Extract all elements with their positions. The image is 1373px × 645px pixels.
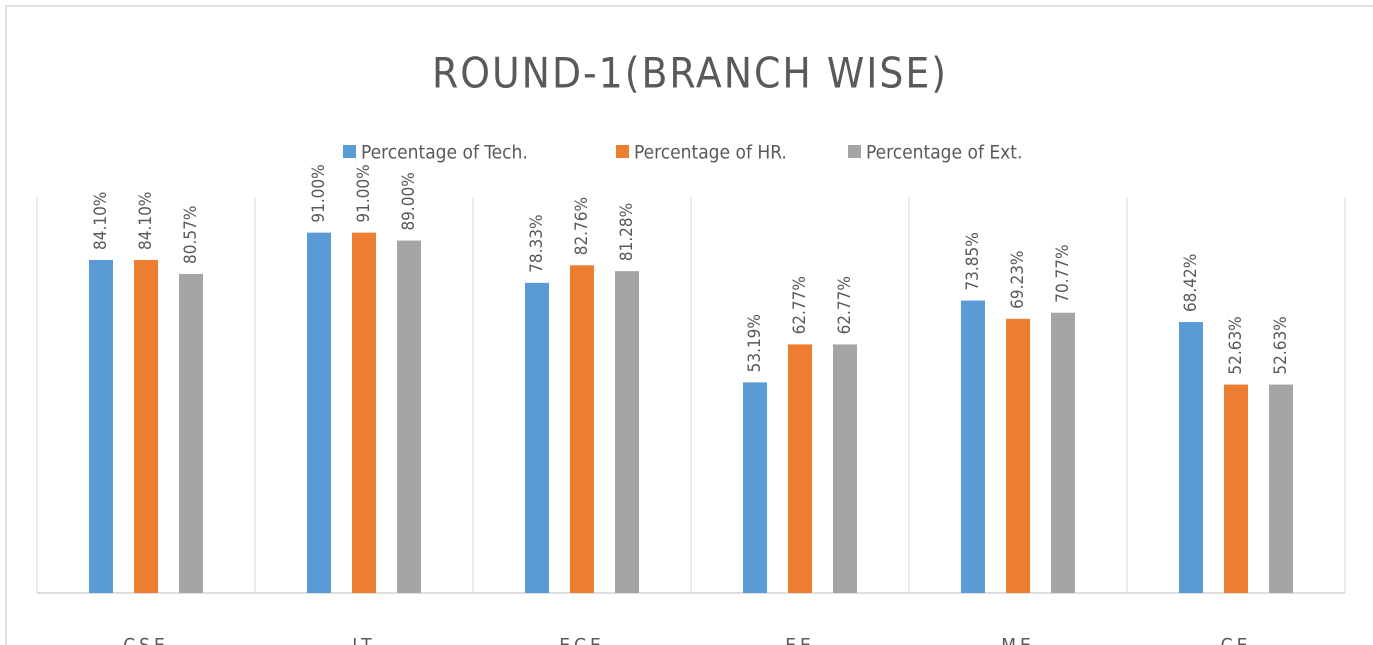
- legend-swatch: [343, 145, 356, 158]
- data-label: 84.10%: [136, 192, 156, 250]
- bar: [179, 273, 203, 593]
- bar: [352, 232, 376, 593]
- data-label: 80.57%: [181, 206, 201, 264]
- data-label: 91.00%: [309, 164, 329, 222]
- data-label: 70.77%: [1053, 244, 1073, 302]
- legend-label: Percentage of Ext.: [866, 142, 1022, 164]
- data-label: 73.85%: [963, 232, 983, 290]
- bar: [743, 382, 767, 593]
- data-label: 69.23%: [1008, 251, 1028, 309]
- bar: [1269, 384, 1293, 593]
- bar: [615, 271, 639, 593]
- data-label: 53.19%: [745, 314, 765, 372]
- bar: [788, 344, 812, 593]
- data-label: 91.00%: [354, 164, 374, 222]
- legend-swatch: [848, 145, 861, 158]
- bar: [833, 344, 857, 593]
- bar: [570, 265, 594, 593]
- legend-swatch: [616, 145, 629, 158]
- data-label: 62.77%: [790, 276, 810, 334]
- legend-label: Percentage of HR.: [634, 142, 787, 164]
- data-label: 89.00%: [399, 172, 419, 230]
- bar: [1224, 384, 1248, 593]
- data-label: 78.33%: [527, 215, 547, 273]
- x-tick-label: ME: [1001, 635, 1035, 645]
- data-label: 81.28%: [617, 203, 637, 261]
- data-label: 62.77%: [835, 276, 855, 334]
- bar: [397, 240, 421, 593]
- bar: [1006, 318, 1030, 593]
- data-label: 52.63%: [1271, 316, 1291, 374]
- bar: [1051, 312, 1075, 593]
- bar: [134, 259, 158, 593]
- bar: [89, 259, 113, 593]
- x-tick-label: CE: [1221, 635, 1252, 645]
- data-label: 68.42%: [1181, 254, 1201, 312]
- chart-frame: [5, 5, 1373, 645]
- chart-title: ROUND-1(BRANCH WISE): [432, 49, 948, 98]
- bar: [307, 232, 331, 593]
- bar: [525, 282, 549, 593]
- legend-label: Percentage of Tech.: [361, 142, 528, 164]
- x-tick-label: EE: [785, 635, 815, 645]
- x-tick-label: IT: [352, 635, 375, 645]
- bar: [961, 300, 985, 593]
- x-tick-label: CSE: [123, 635, 169, 645]
- data-label: 82.76%: [572, 197, 592, 255]
- data-label: 84.10%: [91, 192, 111, 250]
- x-tick-label: ECE: [559, 635, 605, 645]
- data-label: 52.63%: [1226, 316, 1246, 374]
- bar: [1179, 322, 1203, 593]
